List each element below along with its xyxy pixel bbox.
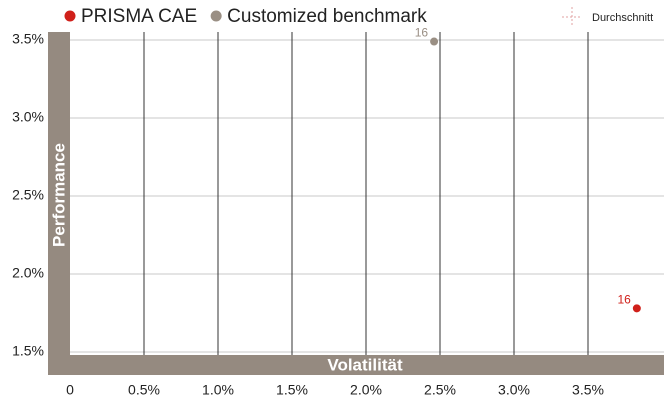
x-tick-label: 1.5% [276, 382, 308, 398]
data-point [430, 37, 439, 46]
average-icon [562, 7, 582, 27]
x-tick-label: 1.0% [202, 382, 234, 398]
legend-label: Customized benchmark [227, 6, 427, 27]
y-axis-label: Performance [49, 143, 68, 247]
y-tick-label: 1.5% [12, 343, 44, 359]
y-axis-band [48, 32, 70, 375]
x-tick-label: 2.5% [424, 382, 456, 398]
y-tick-label: 3.0% [12, 109, 44, 125]
point-label: 16 [415, 26, 429, 40]
legend-label: PRISMA CAE [81, 6, 197, 27]
x-axis-label: Volatilität [327, 355, 403, 374]
data-point [632, 304, 641, 313]
legend-marker [210, 10, 222, 22]
legend-marker [64, 10, 76, 22]
y-tick-label: 2.5% [12, 187, 44, 203]
x-tick-label: 0 [66, 382, 74, 398]
x-tick-label: 0.5% [128, 382, 160, 398]
point-label: 16 [617, 292, 631, 306]
x-axis-band [48, 355, 664, 375]
y-tick-label: 3.5% [12, 31, 44, 47]
x-tick-label: 3.0% [498, 382, 530, 398]
y-tick-label: 2.0% [12, 265, 44, 281]
legend-average: Durchschnitt [592, 12, 653, 24]
x-tick-label: 2.0% [350, 382, 382, 398]
x-tick-label: 3.5% [572, 382, 604, 398]
